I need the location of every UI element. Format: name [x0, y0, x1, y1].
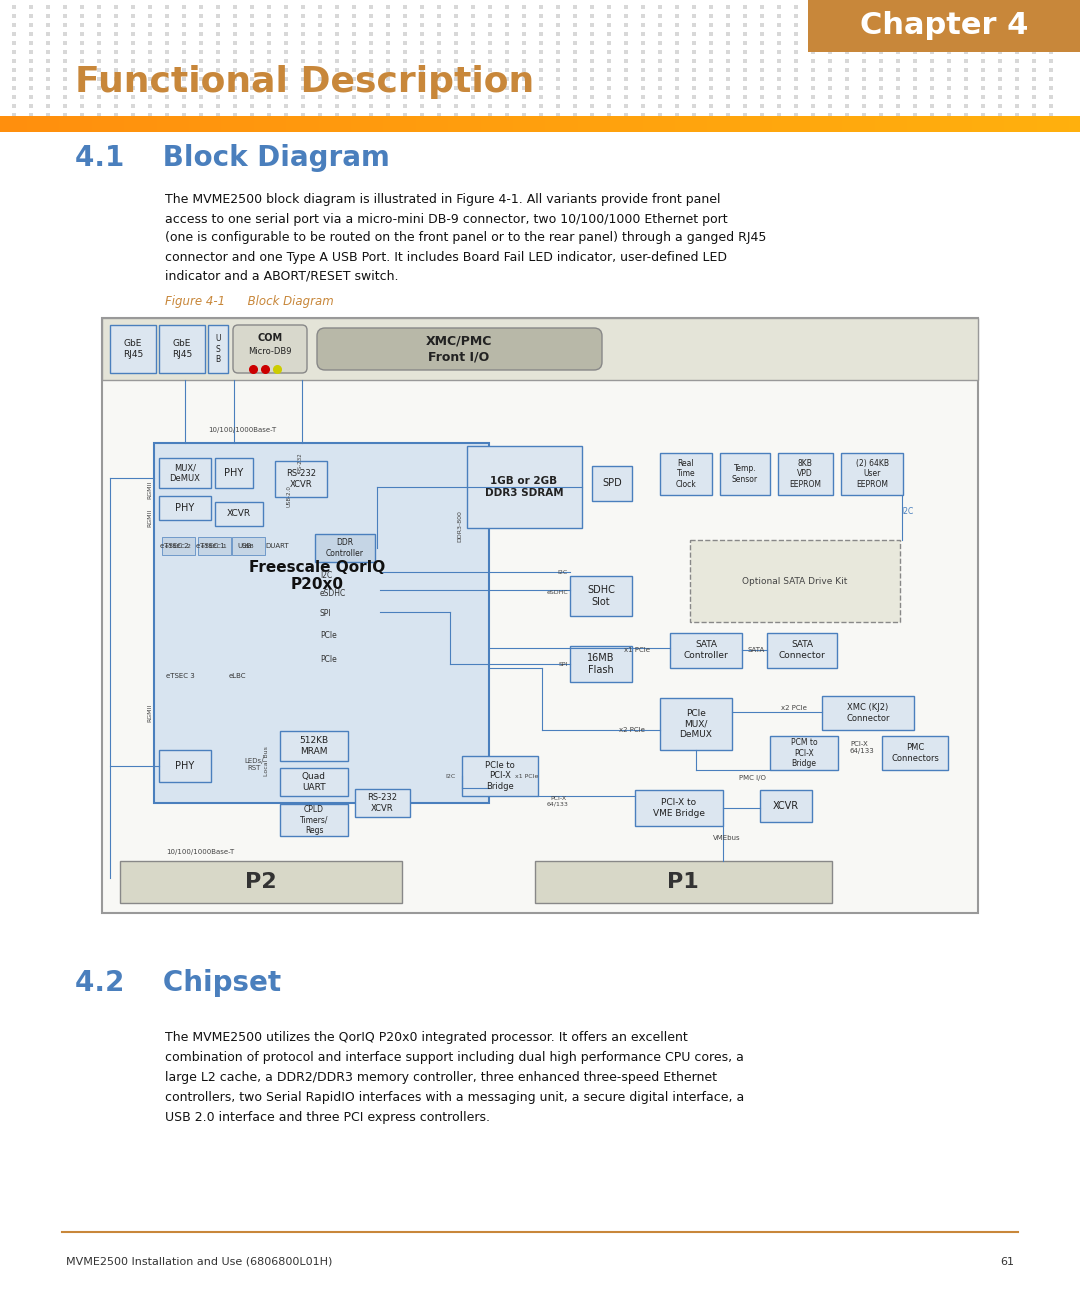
- Bar: [961, 117, 968, 132]
- Text: XMC (KJ2)
Connector: XMC (KJ2) Connector: [847, 704, 890, 723]
- Bar: [664, 117, 671, 132]
- Bar: [238, 117, 244, 132]
- Bar: [215, 457, 253, 489]
- Text: PMC
Connectors: PMC Connectors: [891, 744, 939, 763]
- Bar: [208, 325, 228, 373]
- Text: I2C: I2C: [557, 570, 568, 575]
- Bar: [686, 117, 692, 132]
- Bar: [362, 117, 368, 132]
- Bar: [454, 117, 460, 132]
- Text: PCI-X
64/133: PCI-X 64/133: [850, 741, 875, 754]
- Bar: [659, 117, 665, 132]
- Bar: [159, 325, 205, 373]
- Bar: [670, 117, 676, 132]
- Bar: [707, 117, 714, 132]
- Bar: [281, 117, 287, 132]
- Bar: [822, 696, 914, 730]
- Bar: [227, 117, 233, 132]
- Bar: [570, 575, 632, 616]
- Bar: [81, 117, 87, 132]
- Bar: [977, 117, 984, 132]
- Text: PCI-X
64/133: PCI-X 64/133: [548, 796, 569, 806]
- Text: SATA: SATA: [747, 647, 765, 653]
- Bar: [275, 117, 282, 132]
- Text: Local Bus: Local Bus: [265, 746, 270, 776]
- Bar: [983, 117, 989, 132]
- Bar: [464, 117, 471, 132]
- Bar: [32, 117, 39, 132]
- Bar: [38, 117, 44, 132]
- Text: RS-232
XCVR: RS-232 XCVR: [286, 469, 316, 489]
- Text: RGMII: RGMII: [148, 481, 152, 499]
- Text: SPD: SPD: [603, 478, 622, 489]
- Text: PMC I/O: PMC I/O: [739, 775, 766, 781]
- FancyBboxPatch shape: [318, 328, 602, 369]
- Bar: [572, 117, 579, 132]
- Bar: [470, 117, 476, 132]
- Text: PCIe: PCIe: [320, 631, 337, 640]
- Text: Micro-DB9: Micro-DB9: [248, 347, 292, 356]
- Bar: [92, 117, 98, 132]
- Text: DDR
Controller: DDR Controller: [326, 538, 364, 557]
- Bar: [340, 117, 347, 132]
- Bar: [355, 789, 410, 816]
- Bar: [697, 117, 703, 132]
- Bar: [443, 117, 449, 132]
- Text: eTSEC 2: eTSEC 2: [165, 543, 191, 548]
- Text: RGMII: RGMII: [148, 509, 152, 527]
- Bar: [660, 454, 712, 495]
- Bar: [648, 117, 654, 132]
- Bar: [680, 117, 687, 132]
- Text: The MVME2500 block diagram is illustrated in Figure 4-1. All variants provide fr: The MVME2500 block diagram is illustrate…: [165, 193, 720, 206]
- Bar: [315, 534, 375, 562]
- Bar: [1042, 117, 1049, 132]
- Text: eSDHC: eSDHC: [320, 590, 347, 599]
- Bar: [592, 467, 632, 502]
- Bar: [103, 117, 109, 132]
- Bar: [102, 318, 978, 912]
- Bar: [1058, 117, 1065, 132]
- Bar: [178, 117, 185, 132]
- Text: P2: P2: [245, 872, 276, 892]
- Bar: [891, 117, 897, 132]
- Bar: [524, 117, 530, 132]
- Text: 4.2    Chipset: 4.2 Chipset: [75, 969, 281, 997]
- Bar: [880, 117, 887, 132]
- Bar: [297, 117, 303, 132]
- Bar: [1037, 117, 1043, 132]
- Text: MVME2500 Installation and Use (6806800L01H): MVME2500 Installation and Use (6806800L0…: [66, 1257, 333, 1267]
- Bar: [956, 117, 962, 132]
- Bar: [65, 117, 71, 132]
- Bar: [675, 117, 681, 132]
- Bar: [1053, 117, 1059, 132]
- Text: PCIe to
PCI-X
Bridge: PCIe to PCI-X Bridge: [485, 761, 515, 791]
- Bar: [734, 117, 741, 132]
- Text: PHY: PHY: [175, 761, 194, 771]
- Bar: [778, 454, 833, 495]
- Bar: [594, 117, 600, 132]
- Text: (one is configurable to be routed on the front panel or to the rear panel) throu: (one is configurable to be routed on the…: [165, 232, 767, 245]
- Bar: [848, 117, 854, 132]
- Bar: [130, 117, 136, 132]
- Text: Temp.
Sensor: Temp. Sensor: [732, 464, 758, 483]
- Bar: [5, 117, 12, 132]
- Text: controllers, two Serial RapidIO interfaces with a messaging unit, a secure digit: controllers, two Serial RapidIO interfac…: [165, 1091, 744, 1104]
- Bar: [621, 117, 627, 132]
- Bar: [513, 117, 519, 132]
- Bar: [421, 117, 428, 132]
- Bar: [1026, 117, 1032, 132]
- Text: Functional Description: Functional Description: [75, 65, 535, 98]
- Text: PHY: PHY: [225, 468, 244, 478]
- Bar: [761, 117, 768, 132]
- Bar: [567, 117, 573, 132]
- Bar: [76, 117, 82, 132]
- Bar: [491, 117, 498, 132]
- Text: RGMII: RGMII: [148, 704, 152, 722]
- Bar: [462, 756, 538, 796]
- Bar: [432, 117, 438, 132]
- Bar: [869, 117, 876, 132]
- Text: COM: COM: [257, 333, 283, 343]
- Bar: [545, 117, 552, 132]
- Bar: [535, 117, 541, 132]
- Text: XCVR: XCVR: [773, 801, 799, 811]
